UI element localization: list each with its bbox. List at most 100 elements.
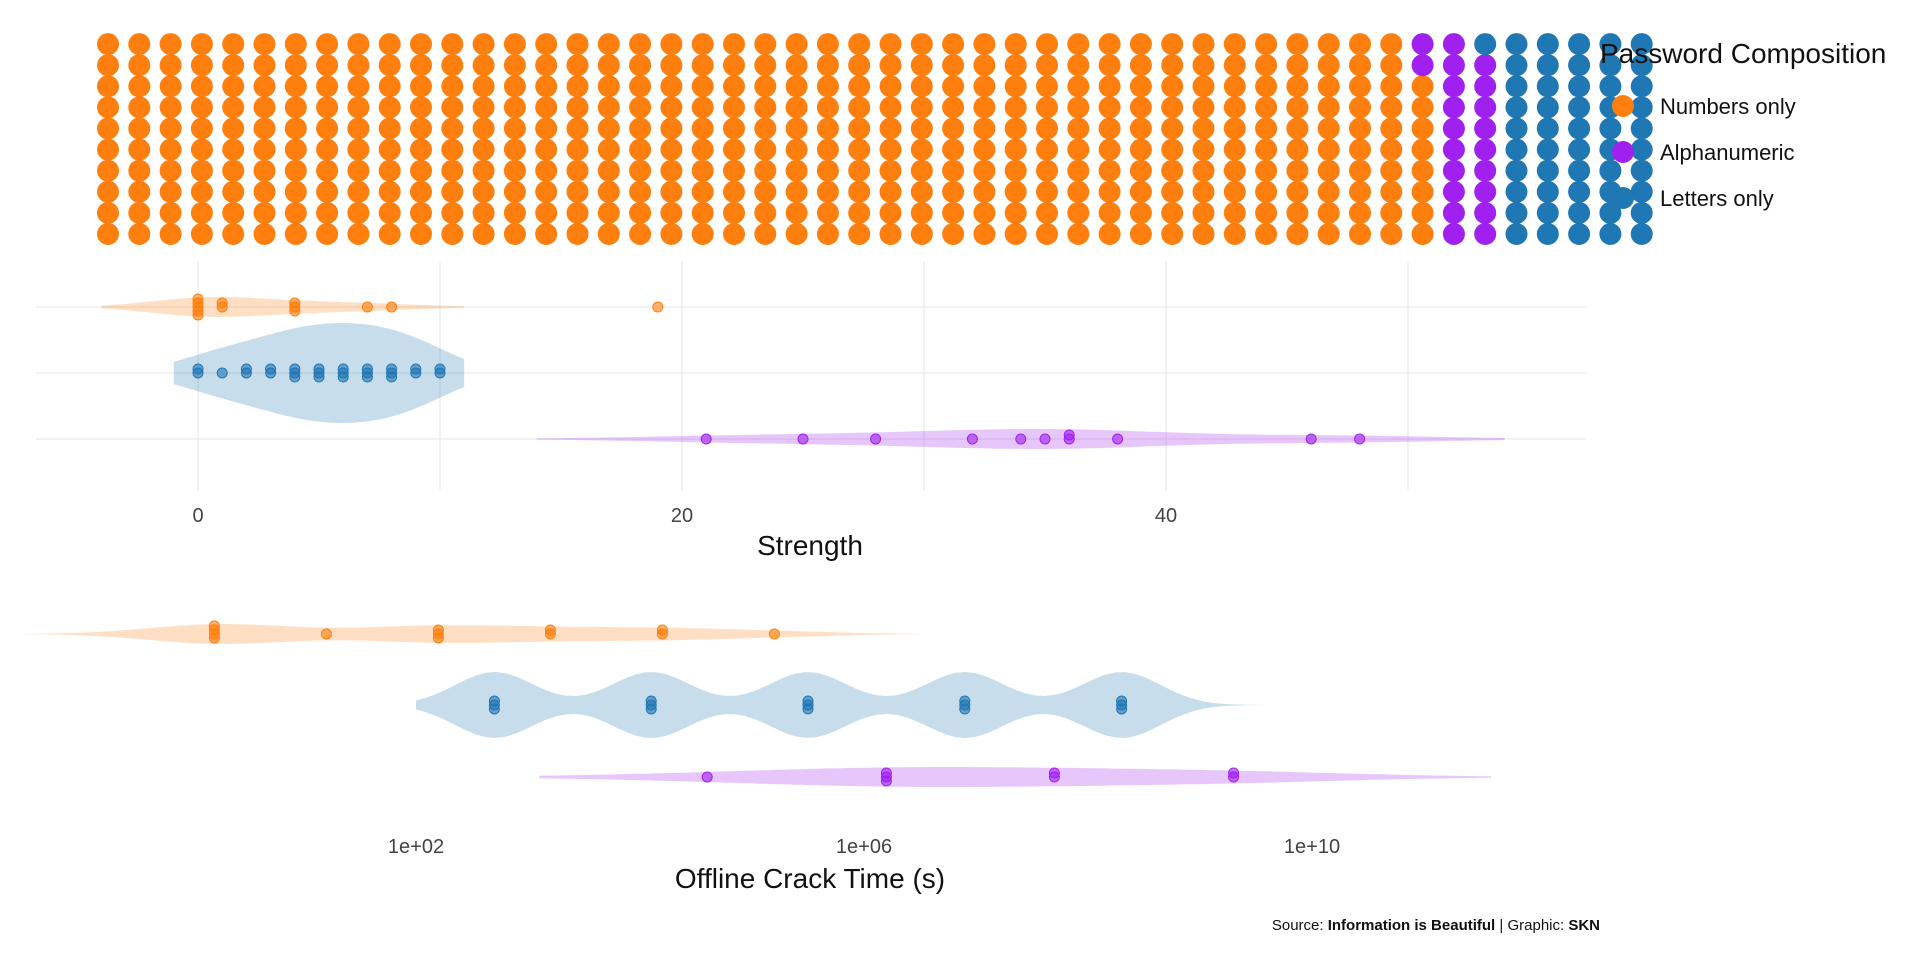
waffle-dot-letters <box>1505 159 1528 182</box>
waffle-dot-numbers <box>1255 180 1278 203</box>
waffle-dot-numbers <box>222 33 245 56</box>
waffle-dot-numbers <box>190 33 213 56</box>
waffle-dot-letters <box>1536 54 1559 77</box>
waffle-dot-numbers <box>910 180 933 203</box>
waffle-dot-numbers <box>1004 96 1027 119</box>
waffle-dot-numbers <box>347 117 370 140</box>
waffle-dot-numbers <box>159 223 182 245</box>
waffle-dot-numbers <box>1317 54 1340 77</box>
waffle-dot-numbers <box>597 223 620 245</box>
point-numbers <box>544 624 556 636</box>
waffle-dot-numbers <box>723 180 745 203</box>
waffle-dot-numbers <box>816 54 839 77</box>
point-alphanumeric <box>1354 433 1366 445</box>
waffle-dot-numbers <box>629 201 652 224</box>
waffle-dot-numbers <box>284 54 307 77</box>
waffle-dot-numbers <box>723 138 745 161</box>
waffle-dot-numbers <box>879 33 902 56</box>
legend: Password Composition Numbers only Alphanu… <box>1600 38 1886 211</box>
waffle-dot-numbers <box>503 33 526 56</box>
waffle-dot-numbers <box>973 54 996 77</box>
waffle-dot-numbers <box>597 159 620 182</box>
waffle-dot-numbers <box>1192 96 1215 119</box>
point-numbers <box>386 301 398 313</box>
waffle-dot-letters <box>1599 54 1622 77</box>
point-alphanumeric <box>1228 767 1240 779</box>
caption-prefix: Source: <box>1271 917 1328 934</box>
waffle-dot-numbers <box>1380 54 1403 77</box>
waffle-dot-numbers <box>159 96 182 119</box>
waffle-dot-numbers <box>942 33 965 56</box>
waffle-dot-numbers <box>1349 223 1371 245</box>
waffle-dot-letters <box>1630 138 1653 161</box>
waffle-dot-numbers <box>597 54 620 77</box>
waffle-dot-numbers <box>754 54 777 77</box>
waffle-dot-numbers <box>472 33 495 56</box>
waffle-dot-numbers <box>1317 138 1340 161</box>
waffle-dot-numbers <box>816 159 839 182</box>
waffle-dot-numbers <box>1161 33 1184 56</box>
waffle-dot-numbers <box>660 33 683 56</box>
waffle-dot-numbers <box>378 75 401 98</box>
waffle-dot-numbers <box>942 117 965 140</box>
waffle-dot-numbers <box>503 96 526 119</box>
waffle-dot-numbers <box>316 223 339 245</box>
waffle-dot-numbers <box>566 180 589 203</box>
waffle-dot-numbers <box>1036 117 1058 140</box>
waffle-dot-numbers <box>441 54 464 77</box>
waffle-dot-numbers <box>660 117 683 140</box>
waffle-dot-letters <box>1630 54 1653 77</box>
waffle-dot-numbers <box>973 159 996 182</box>
point-letters <box>240 363 252 375</box>
waffle-dot-numbers <box>472 75 495 98</box>
waffle-dot-numbers <box>1317 201 1340 224</box>
waffle-dot-letters <box>1599 201 1622 224</box>
strength-axis-title: Strength <box>757 530 863 561</box>
waffle-dot-numbers <box>1286 96 1309 119</box>
waffle-dot-numbers <box>1192 223 1215 245</box>
waffle-dot-numbers <box>848 159 871 182</box>
waffle-dot-numbers <box>347 223 370 245</box>
waffle-dot-numbers <box>785 138 808 161</box>
waffle-dot-numbers <box>128 159 151 182</box>
waffle-dot-numbers <box>816 117 839 140</box>
waffle-dot-numbers <box>629 75 652 98</box>
waffle-dot-numbers <box>597 96 620 119</box>
waffle-dot-numbers <box>1380 33 1403 56</box>
waffle-dot-numbers <box>410 159 432 182</box>
point-alphanumeric <box>1048 767 1060 779</box>
waffle-dot-numbers <box>1067 117 1090 140</box>
waffle-dot-numbers <box>1255 201 1278 224</box>
waffle-dot-numbers <box>441 201 464 224</box>
crack-time-violin-panel: 1e+02 1e+06 1e+10 Offline Crack Time (s) <box>24 620 1615 894</box>
waffle-dot-numbers <box>316 96 339 119</box>
waffle-dot-numbers <box>1223 75 1246 98</box>
waffle-dot-numbers <box>284 96 307 119</box>
waffle-dot-numbers <box>723 159 745 182</box>
violin-numbers <box>101 297 465 317</box>
waffle-dot-alphanumeric <box>1474 75 1497 98</box>
waffle-dot-numbers <box>1380 159 1403 182</box>
waffle-dot-numbers <box>942 54 965 77</box>
waffle-dot-numbers <box>597 75 620 98</box>
waffle-dot-numbers <box>1129 159 1152 182</box>
waffle-dot-numbers <box>1067 223 1090 245</box>
waffle-dot-alphanumeric <box>1442 96 1465 119</box>
waffle-dot-numbers <box>441 33 464 56</box>
waffle-dot-letters <box>1599 117 1622 140</box>
waffle-dot-numbers <box>629 159 652 182</box>
waffle-dot-numbers <box>1161 159 1184 182</box>
waffle-dot-numbers <box>879 180 902 203</box>
waffle-dot-letters <box>1568 54 1591 77</box>
waffle-dot-numbers <box>441 223 464 245</box>
waffle-dot-numbers <box>190 75 213 98</box>
waffle-dot-letters <box>1505 54 1528 77</box>
waffle-dot-alphanumeric <box>1474 180 1497 203</box>
legend-label-letters: Letters only <box>1660 186 1774 211</box>
waffle-dot-letters <box>1630 75 1653 98</box>
waffle-dot-alphanumeric <box>1442 75 1465 98</box>
waffle-dot-numbers <box>253 180 276 203</box>
point-numbers <box>208 620 220 632</box>
waffle-dot-numbers <box>1192 117 1215 140</box>
waffle-dot-letters <box>1536 201 1559 224</box>
